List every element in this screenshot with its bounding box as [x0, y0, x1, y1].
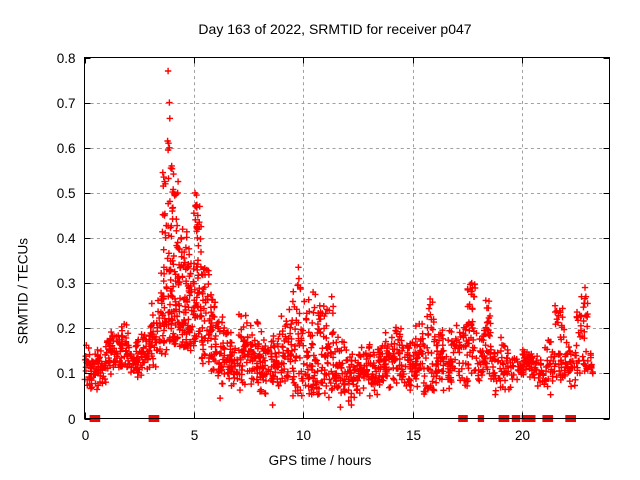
x-tick-label: 20: [515, 428, 530, 443]
x-tick-label: 15: [406, 428, 421, 443]
y-tick-label: 0.6: [57, 141, 76, 156]
chart-title: Day 163 of 2022, SRMTID for receiver p04…: [198, 21, 472, 37]
y-tick-label: 0.2: [57, 321, 76, 336]
data-points: [81, 67, 596, 411]
x-tick-label: 10: [296, 428, 311, 443]
y-tick-label: 0.8: [57, 51, 76, 66]
y-tick-label: 0.1: [57, 366, 76, 381]
y-tick-label: 0.7: [57, 96, 76, 111]
y-tick-label: 0.4: [57, 231, 76, 246]
y-tick-label: 0.3: [57, 276, 76, 291]
y-tick-label: 0: [68, 412, 76, 427]
y-tick-label: 0.5: [57, 186, 76, 201]
x-tick-label: 0: [82, 428, 90, 443]
x-axis-title: GPS time / hours: [268, 453, 372, 468]
y-axis-title-text: SRMTID / TECUs: [15, 237, 30, 345]
x-tick-label: 5: [191, 428, 199, 443]
